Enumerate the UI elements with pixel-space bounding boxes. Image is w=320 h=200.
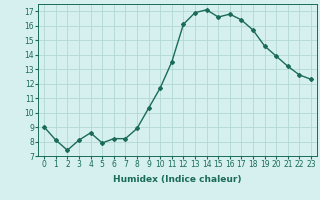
- X-axis label: Humidex (Indice chaleur): Humidex (Indice chaleur): [113, 175, 242, 184]
